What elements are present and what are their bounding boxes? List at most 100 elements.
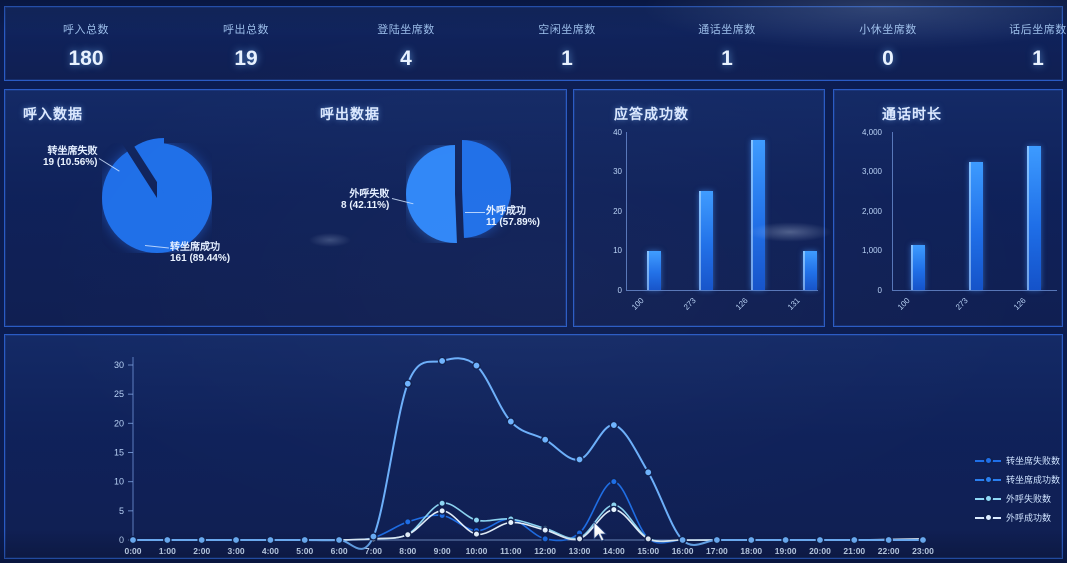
line-series[interactable] xyxy=(128,356,928,550)
line-data-point[interactable] xyxy=(231,535,241,545)
inbound-success-value: 161 (89.44%) xyxy=(170,253,231,264)
outbound-success-name: 外呼成功 xyxy=(486,206,526,217)
line-data-point[interactable] xyxy=(850,535,859,545)
kpi-value: 1 xyxy=(721,47,733,70)
answer-xtick: 100 xyxy=(629,296,646,312)
outbound-fail-value: 8 (42.11%) xyxy=(341,200,390,211)
line-data-point[interactable] xyxy=(815,535,825,545)
answer-bar-0[interactable] xyxy=(647,250,661,290)
line-data-point[interactable] xyxy=(609,420,619,430)
kpi-label: 呼出总数 xyxy=(223,24,269,36)
line-ytick: 20 xyxy=(114,418,124,428)
hourly-trend-chart[interactable]: 0 5 10 15 20 25 30 0:00 1:00 2:00 3:00 4:00 5:00 6:00… xyxy=(5,335,1064,560)
line-series[interactable] xyxy=(129,477,927,544)
line-data-point[interactable] xyxy=(266,535,275,545)
line-xtick: 9:00 xyxy=(434,546,451,556)
line-data-point[interactable] xyxy=(678,535,687,545)
legend-item-0[interactable]: 转坐席失败数 xyxy=(974,451,1060,470)
kpi-card-3[interactable]: 空闲坐席数 1 xyxy=(492,21,642,71)
outbound-success-leader-line xyxy=(465,212,485,213)
line-xtick: 17:00 xyxy=(706,546,728,556)
line-xtick: 11:00 xyxy=(500,546,522,556)
inbound-fail-label: 转坐席失败 19 (10.56%) xyxy=(43,142,97,168)
line-data-point[interactable] xyxy=(781,535,790,545)
line-data-point[interactable] xyxy=(506,518,515,527)
line-data-point[interactable] xyxy=(472,361,481,370)
line-data-point[interactable] xyxy=(506,417,516,426)
line-data-point[interactable] xyxy=(643,468,653,477)
line-xtick: 18:00 xyxy=(740,546,762,556)
line-data-point[interactable] xyxy=(884,535,893,545)
line-data-point[interactable] xyxy=(575,455,584,464)
kpi-card-6[interactable]: 话后坐席数 1 xyxy=(963,21,1067,71)
duration-bar-2[interactable] xyxy=(1027,146,1041,290)
line-xtick: 3:00 xyxy=(228,546,245,556)
pie-charts-panel: 呼入数据 呼出数据 转坐席失败 19 (10.56%) 转坐席成功 161 (8… xyxy=(4,89,567,327)
answer-bar-3[interactable] xyxy=(803,250,817,290)
line-data-point[interactable] xyxy=(300,535,310,545)
duration-bar-1[interactable] xyxy=(969,162,983,290)
legend-label: 外呼成功数 xyxy=(1005,513,1051,523)
line-data-point[interactable] xyxy=(437,356,447,366)
line-series[interactable] xyxy=(129,499,927,544)
inbound-pie-chart[interactable] xyxy=(100,135,220,260)
legend-item-1[interactable]: 转坐席成功数 xyxy=(974,470,1060,489)
line-data-point[interactable] xyxy=(609,477,618,486)
duration-bar-0[interactable] xyxy=(911,245,925,290)
call-duration-panel: 通话时长 4,000 3,000 2,000 1,000 0 100 273 1… xyxy=(833,89,1063,327)
line-ytick: 30 xyxy=(114,360,124,370)
line-data-point[interactable] xyxy=(644,534,653,543)
kpi-label: 小休坐席数 xyxy=(859,24,917,36)
line-data-point[interactable] xyxy=(609,505,618,514)
answer-bar-1[interactable] xyxy=(699,191,713,290)
line-data-point[interactable] xyxy=(575,534,584,543)
line-data-point[interactable] xyxy=(403,379,413,388)
line-data-point[interactable] xyxy=(712,535,722,545)
line-data-point[interactable] xyxy=(746,535,756,545)
kpi-card-5[interactable]: 小休坐席数 0 xyxy=(813,21,963,71)
inbound-success-name: 转坐席成功 xyxy=(170,242,220,253)
line-data-point[interactable] xyxy=(438,506,447,515)
outbound-fail-label: 外呼失败 8 (42.11%) xyxy=(341,185,389,211)
outbound-success-label: 外呼成功 11 (57.89%) xyxy=(486,202,540,228)
line-xtick: 14:00 xyxy=(603,546,625,556)
line-data-point[interactable] xyxy=(540,435,550,444)
line-xtick: 20:00 xyxy=(809,546,831,556)
line-xtick: 10:00 xyxy=(466,546,488,556)
line-data-point[interactable] xyxy=(369,532,378,541)
legend-item-2[interactable]: 外呼失败数 xyxy=(974,489,1060,508)
line-data-point[interactable] xyxy=(403,518,412,526)
kpi-value: 4 xyxy=(400,47,412,70)
kpi-card-1[interactable]: 呼出总数 19 xyxy=(171,21,321,71)
line-data-point[interactable] xyxy=(403,530,412,539)
line-ytick: 25 xyxy=(114,389,124,399)
line-data-point[interactable] xyxy=(197,535,206,545)
line-xtick: 19:00 xyxy=(775,546,797,556)
legend-item-3[interactable]: 外呼成功数 xyxy=(974,508,1060,527)
line-xtick: 15:00 xyxy=(637,546,659,556)
line-data-point[interactable] xyxy=(163,535,172,545)
line-data-point[interactable] xyxy=(918,535,928,545)
answer-x-axis xyxy=(626,290,818,291)
line-data-point[interactable] xyxy=(472,516,481,525)
answer-success-panel: 应答成功数 40 30 20 10 0 100 273 126 131 xyxy=(573,89,825,327)
kpi-card-0[interactable]: 呼入总数 180 xyxy=(11,21,161,71)
line-series[interactable] xyxy=(129,505,927,544)
mouse-cursor-icon xyxy=(593,521,607,542)
line-data-point[interactable] xyxy=(541,534,550,543)
kpi-card-2[interactable]: 登陆坐席数 4 xyxy=(331,21,481,71)
answer-ytick: 10 xyxy=(613,246,622,255)
legend-label: 转坐席失败数 xyxy=(1005,456,1060,466)
line-xtick: 4:00 xyxy=(262,546,279,556)
kpi-card-4[interactable]: 通话坐席数 1 xyxy=(652,21,802,71)
line-data-point[interactable] xyxy=(541,526,550,534)
line-data-point[interactable] xyxy=(438,499,447,508)
line-data-point[interactable] xyxy=(128,535,138,545)
line-data-point[interactable] xyxy=(472,530,481,539)
outbound-pie-chart[interactable] xyxy=(403,132,533,262)
legend-marker-line-icon xyxy=(974,474,1001,484)
answer-bar-2[interactable] xyxy=(751,140,765,290)
outbound-fail-name: 外呼失败 xyxy=(349,189,390,200)
line-ytick: 5 xyxy=(119,506,124,516)
line-data-point[interactable] xyxy=(334,535,344,545)
